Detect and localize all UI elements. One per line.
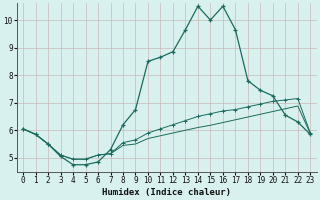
X-axis label: Humidex (Indice chaleur): Humidex (Indice chaleur) (102, 188, 231, 197)
